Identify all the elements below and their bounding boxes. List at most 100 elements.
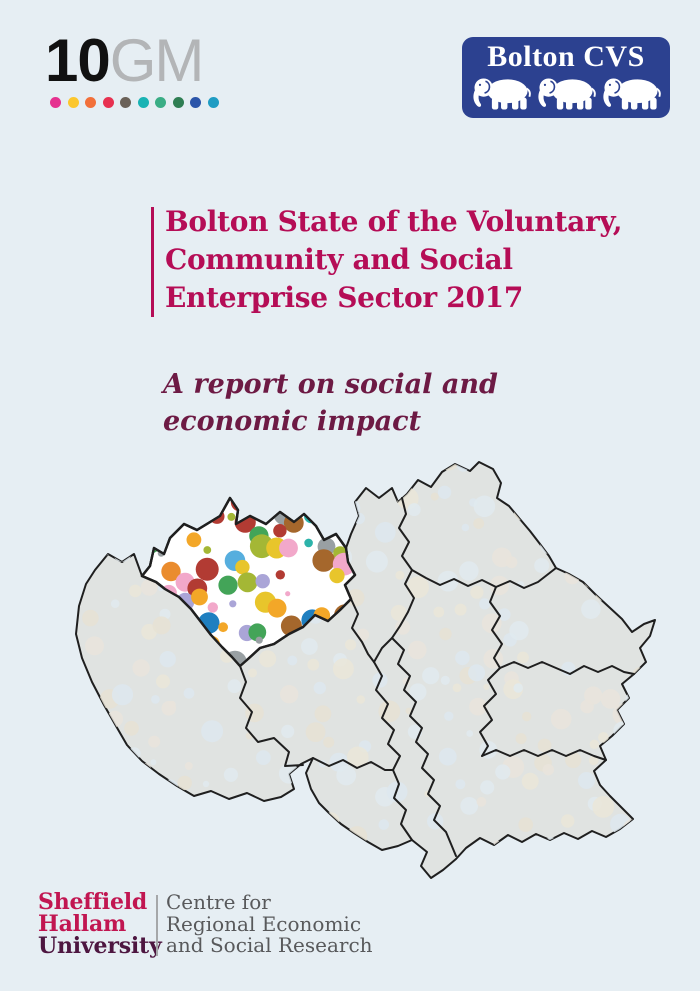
10gm-color-dot <box>155 97 166 108</box>
10gm-color-dot <box>50 97 61 108</box>
decorative-dot <box>89 537 111 558</box>
decorative-dot <box>550 708 572 730</box>
cresr-line-3: and Social Research <box>166 933 373 957</box>
cresr-line-1: Centre for <box>166 890 271 914</box>
border-oldham-west <box>489 586 503 669</box>
decorative-dot <box>621 829 629 838</box>
decorative-dot <box>454 603 467 616</box>
decorative-dot <box>460 797 479 815</box>
decorative-dot <box>455 779 466 790</box>
decorative-dot <box>91 817 111 837</box>
decorative-dot <box>324 857 340 873</box>
decorative-dot <box>534 558 550 574</box>
decorative-dot <box>407 503 421 517</box>
decorative-dot <box>258 498 273 512</box>
decorative-dot <box>334 498 355 517</box>
decorative-dot <box>588 462 605 474</box>
decorative-dot <box>81 836 98 853</box>
decorative-dot <box>598 732 609 743</box>
10gm-color-dot <box>137 97 149 108</box>
decorative-dot <box>238 840 258 860</box>
decorative-dot <box>468 664 486 682</box>
decorative-dot <box>219 830 237 848</box>
decorative-dot <box>572 536 590 554</box>
10gm-color-dot <box>190 97 201 108</box>
decorative-dot <box>356 695 366 704</box>
decorative-dot <box>483 649 504 669</box>
decorative-dot <box>469 697 487 716</box>
decorative-dot <box>272 462 282 469</box>
decorative-dot <box>452 683 462 693</box>
decorative-dot <box>407 576 429 599</box>
decorative-dot <box>476 796 487 807</box>
decorative-dot <box>282 498 299 504</box>
decorative-dot <box>480 780 495 795</box>
decorative-dot <box>120 480 131 491</box>
decorative-dot <box>408 640 427 660</box>
border-oldham-tameside <box>499 661 635 675</box>
decorative-dot <box>595 862 612 878</box>
decorative-dot <box>201 720 224 743</box>
decorative-dot <box>346 826 368 847</box>
decorative-dot <box>495 764 511 780</box>
title-block: Bolton State of the Voluntary, Community… <box>151 203 622 317</box>
decorative-dot <box>518 817 533 832</box>
decorative-dot <box>410 462 428 466</box>
elephants-icon <box>472 77 661 111</box>
decorative-dot <box>202 780 210 788</box>
decorative-dot <box>235 559 250 575</box>
decorative-dot <box>520 861 532 873</box>
decorative-dot <box>524 462 538 472</box>
decorative-dot <box>612 844 627 858</box>
decorative-dot <box>121 488 142 509</box>
decorative-dot <box>112 543 132 562</box>
decorative-dot <box>518 478 526 486</box>
decorative-dot <box>605 542 620 558</box>
decorative-dot <box>234 473 250 489</box>
decorative-dot <box>124 720 139 736</box>
decorative-dot <box>573 543 582 553</box>
borough-borders <box>239 497 635 857</box>
decorative-dot <box>99 464 117 482</box>
decorative-dot <box>304 810 319 825</box>
decorative-dot <box>588 755 599 766</box>
decorative-dot <box>259 650 277 668</box>
decorative-dot <box>461 523 470 532</box>
decorative-dot <box>581 599 601 619</box>
decorative-dot <box>390 604 407 621</box>
decorative-dot <box>273 524 287 538</box>
decorative-dot <box>132 659 150 677</box>
decorative-dot <box>522 711 532 722</box>
decorative-dot <box>223 767 238 782</box>
decorative-dot <box>203 546 212 554</box>
decorative-dot <box>256 750 271 765</box>
decorative-dot <box>184 762 193 770</box>
decorative-dot <box>248 668 257 678</box>
decorative-dot <box>140 579 158 596</box>
border-salford-manchester <box>373 661 413 841</box>
decorative-dot <box>102 520 117 535</box>
decorative-dot <box>267 598 287 618</box>
decorative-dot <box>85 636 104 656</box>
decorative-dot <box>156 674 170 689</box>
decorative-dot <box>275 570 285 580</box>
decorative-dot <box>110 800 128 818</box>
decorative-dot <box>341 530 348 537</box>
decorative-dot <box>148 735 161 748</box>
shu-line-2: Hallam <box>38 911 127 937</box>
decorative-dot <box>82 609 99 627</box>
decorative-dot <box>323 736 335 748</box>
title-line-3: Enterprise Sector 2017 <box>165 281 524 314</box>
decorative-dot <box>255 636 263 644</box>
decorative-dot <box>613 721 632 740</box>
decorative-dot <box>606 760 629 782</box>
decorative-dot <box>313 681 326 695</box>
decorative-dot <box>76 859 92 878</box>
decorative-dot <box>305 722 326 742</box>
decorative-dot <box>439 627 452 641</box>
decorative-dot <box>195 557 219 581</box>
decorative-dot <box>312 549 336 572</box>
decorative-dot <box>353 853 363 862</box>
decorative-dot <box>602 462 619 471</box>
subtitle-line-1: A report on social and <box>163 369 498 400</box>
